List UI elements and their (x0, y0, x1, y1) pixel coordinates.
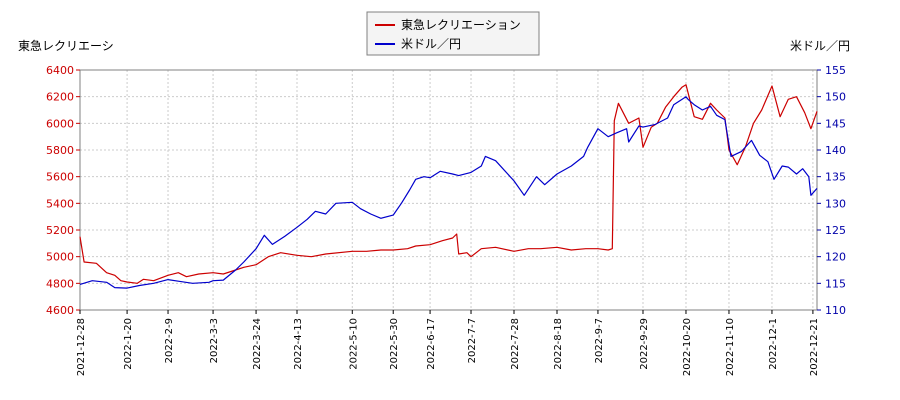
x-axis-ticks: 2021-12-28 2022-1-20 2022-2-9 2022-3-3 2022-… (76, 310, 820, 376)
x-tick-label: 2022-12-21 (809, 318, 820, 376)
left-tick-label: 4600 (46, 304, 74, 317)
x-tick-label: 2022-2-9 (164, 318, 175, 363)
x-tick-label: 2022-3-24 (252, 318, 263, 370)
right-tick-label: 130 (825, 197, 846, 210)
legend-box (366, 11, 540, 56)
left-tick-label: 6200 (46, 91, 74, 104)
x-tick-label: 2022-5-30 (389, 318, 400, 370)
legend-label-tokyu-recreation: 東急レクリエーション (401, 17, 521, 32)
right-tick-label: 155 (825, 64, 846, 77)
left-axis-title: 東急レクリエーシ (18, 38, 114, 53)
right-tick-label: 140 (825, 144, 846, 157)
x-tick-label: 2022-7-28 (510, 318, 521, 370)
x-tick-label: 2021-12-28 (76, 318, 87, 376)
x-tick-label: 2022-10-20 (682, 318, 693, 376)
left-axis-ticks: 4600 4800 5000 5200 5400 5600 5800 6000 6200 6400 (46, 64, 80, 317)
right-tick-label: 125 (825, 224, 846, 237)
left-tick-label: 6400 (46, 64, 74, 77)
x-tick-label: 2022-5-10 (348, 318, 359, 370)
series-layer (79, 84, 818, 289)
right-tick-label: 120 (825, 251, 846, 264)
legend: 東急レクリエーション 米ドル／円 (366, 11, 540, 56)
left-tick-label: 5400 (46, 197, 74, 210)
x-tick-label: 2022-1-20 (123, 318, 134, 370)
right-tick-label: 145 (825, 117, 846, 130)
left-tick-label: 4800 (46, 277, 74, 290)
left-tick-label: 5200 (46, 224, 74, 237)
series-line-usd-jpy (79, 96, 818, 289)
x-tick-label: 2022-9-29 (639, 318, 650, 370)
left-tick-label: 5600 (46, 171, 74, 184)
right-tick-label: 135 (825, 171, 846, 184)
right-tick-label: 110 (825, 304, 846, 317)
x-tick-label: 2022-9-7 (594, 318, 605, 363)
left-tick-label: 6000 (46, 117, 74, 130)
x-tick-label: 2022-4-13 (293, 318, 304, 370)
grid-lines (79, 69, 817, 311)
x-tick-label: 2022-6-17 (426, 318, 437, 370)
left-tick-label: 5000 (46, 251, 74, 264)
left-tick-label: 5800 (46, 144, 74, 157)
x-tick-label: 2022-12-1 (768, 318, 779, 370)
right-axis-title: 米ドル／円 (790, 39, 850, 53)
series-line-tokyu-recreation (79, 84, 818, 284)
right-tick-label: 115 (825, 277, 846, 290)
legend-label-usd-jpy: 米ドル／円 (401, 37, 461, 51)
right-tick-label: 150 (825, 91, 846, 104)
plot-area-border (79, 69, 818, 311)
x-tick-label: 2022-11-10 (725, 318, 736, 376)
x-tick-label: 2022-3-3 (209, 318, 220, 363)
right-axis-ticks: 110 115 120 125 130 135 140 145 150 155 (817, 64, 846, 317)
x-tick-label: 2022-8-18 (553, 318, 564, 370)
x-tick-label: 2022-7-7 (467, 318, 478, 363)
